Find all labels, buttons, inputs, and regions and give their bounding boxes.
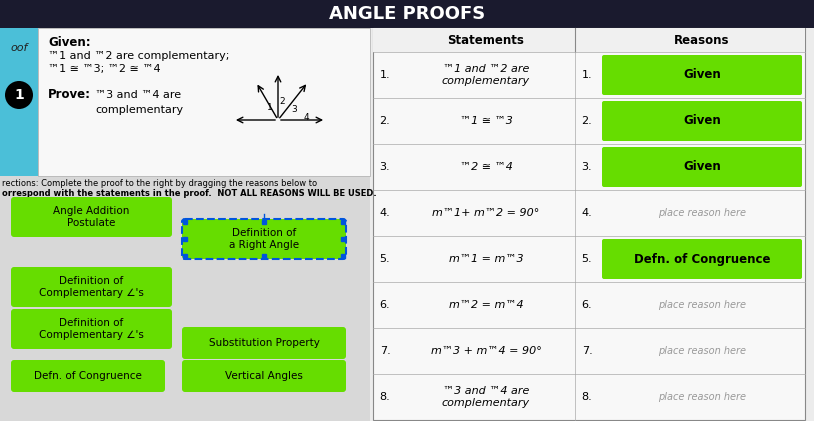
Text: orrespond with the statements in the proof.  NOT ALL REASONS WILL BE USED.: orrespond with the statements in the pro… bbox=[2, 189, 377, 197]
Text: 3: 3 bbox=[291, 106, 297, 115]
FancyBboxPatch shape bbox=[11, 267, 172, 307]
Text: Vertical Angles: Vertical Angles bbox=[225, 371, 303, 381]
Text: 8.: 8. bbox=[582, 392, 593, 402]
FancyBboxPatch shape bbox=[11, 197, 172, 237]
Bar bbox=[0, 0, 814, 28]
Text: Defn. of Congruence: Defn. of Congruence bbox=[634, 253, 770, 266]
Text: Given:: Given: bbox=[48, 35, 90, 48]
Text: 4: 4 bbox=[303, 112, 309, 122]
Text: Reasons: Reasons bbox=[674, 34, 729, 46]
Text: Defn. of Congruence: Defn. of Congruence bbox=[34, 371, 142, 381]
Text: complementary: complementary bbox=[95, 105, 183, 115]
Bar bbox=[0, 28, 38, 176]
Text: rections: Complete the proof to the right by dragging the reasons below to: rections: Complete the proof to the righ… bbox=[2, 179, 317, 187]
Circle shape bbox=[5, 81, 33, 109]
Bar bbox=[373, 28, 805, 420]
Text: Substitution Property: Substitution Property bbox=[208, 338, 319, 348]
Text: 1: 1 bbox=[14, 88, 24, 102]
Text: 2.: 2. bbox=[379, 116, 391, 126]
Text: oof: oof bbox=[11, 43, 28, 53]
FancyBboxPatch shape bbox=[182, 219, 346, 259]
Text: place reason here: place reason here bbox=[658, 208, 746, 218]
Text: 6.: 6. bbox=[582, 300, 593, 310]
Text: place reason here: place reason here bbox=[658, 346, 746, 356]
Text: 7.: 7. bbox=[582, 346, 593, 356]
Text: ™1 ≅ ™3; ™2 ≅ ™4: ™1 ≅ ™3; ™2 ≅ ™4 bbox=[48, 64, 160, 74]
Text: 6.: 6. bbox=[379, 300, 390, 310]
FancyBboxPatch shape bbox=[182, 327, 346, 359]
Text: 4.: 4. bbox=[379, 208, 391, 218]
Bar bbox=[373, 28, 805, 52]
Text: Given: Given bbox=[683, 115, 721, 128]
FancyBboxPatch shape bbox=[602, 55, 802, 95]
FancyBboxPatch shape bbox=[602, 239, 802, 279]
Text: 1.: 1. bbox=[582, 70, 593, 80]
Text: 3.: 3. bbox=[582, 162, 593, 172]
Text: 7.: 7. bbox=[379, 346, 391, 356]
Text: Given: Given bbox=[683, 160, 721, 173]
FancyBboxPatch shape bbox=[11, 309, 172, 349]
Text: 3.: 3. bbox=[379, 162, 390, 172]
Text: place reason here: place reason here bbox=[658, 300, 746, 310]
FancyBboxPatch shape bbox=[182, 360, 346, 392]
Text: 1.: 1. bbox=[379, 70, 390, 80]
Text: ™1 and ™2 are complementary;: ™1 and ™2 are complementary; bbox=[48, 51, 230, 61]
Text: m™3 + m™4 = 90°: m™3 + m™4 = 90° bbox=[431, 346, 541, 356]
Text: Definition of
Complementary ∠'s: Definition of Complementary ∠'s bbox=[39, 276, 144, 298]
FancyBboxPatch shape bbox=[602, 101, 802, 141]
Text: 2.: 2. bbox=[582, 116, 593, 126]
Text: Statements: Statements bbox=[448, 34, 524, 46]
Text: 2: 2 bbox=[279, 98, 285, 107]
Text: Angle Addition
Postulate: Angle Addition Postulate bbox=[53, 206, 129, 228]
Text: 8.: 8. bbox=[379, 392, 391, 402]
Text: m™1+ m™2 = 90°: m™1+ m™2 = 90° bbox=[432, 208, 540, 218]
Text: ™3 and ™4 are: ™3 and ™4 are bbox=[95, 90, 182, 100]
Bar bbox=[0, 0, 370, 421]
Bar bbox=[38, 28, 370, 176]
Text: Given: Given bbox=[683, 69, 721, 82]
Text: ™1 ≅ ™3: ™1 ≅ ™3 bbox=[460, 116, 513, 126]
Text: ™3 and ™4 are
complementary: ™3 and ™4 are complementary bbox=[442, 386, 530, 408]
Text: 5.: 5. bbox=[379, 254, 390, 264]
Text: ™2 ≅ ™4: ™2 ≅ ™4 bbox=[460, 162, 513, 172]
Text: 1: 1 bbox=[267, 104, 273, 112]
FancyBboxPatch shape bbox=[11, 360, 165, 392]
Text: m™1 = m™3: m™1 = m™3 bbox=[449, 254, 523, 264]
Text: m™2 = m™4: m™2 = m™4 bbox=[449, 300, 523, 310]
Text: place reason here: place reason here bbox=[658, 392, 746, 402]
Text: 5.: 5. bbox=[582, 254, 593, 264]
Text: Definition of
a Right Angle: Definition of a Right Angle bbox=[229, 228, 299, 250]
Text: Definition of
Complementary ∠'s: Definition of Complementary ∠'s bbox=[39, 318, 144, 340]
Text: ANGLE PROOFS: ANGLE PROOFS bbox=[329, 5, 485, 23]
Text: ™1 and ™2 are
complementary: ™1 and ™2 are complementary bbox=[442, 64, 530, 86]
Bar bbox=[370, 0, 814, 421]
FancyBboxPatch shape bbox=[602, 147, 802, 187]
Text: 4.: 4. bbox=[582, 208, 593, 218]
Text: Prove:: Prove: bbox=[48, 88, 91, 101]
